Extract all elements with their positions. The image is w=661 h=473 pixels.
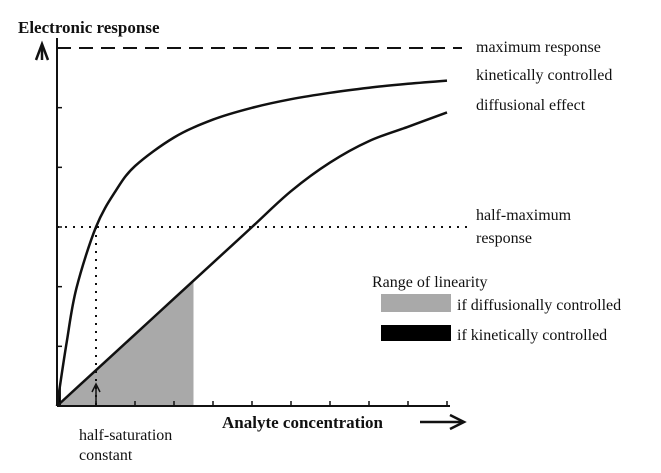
legend-swatch-kinetic: [381, 325, 451, 341]
legend-swatch-diffusional: [381, 294, 451, 312]
y-axis-arrow: [34, 40, 50, 61]
legend-label-diffusional: if diffusionally controlled: [457, 297, 621, 314]
y-axis-label: Electronic response: [18, 18, 160, 37]
half-saturation-label-line1: half-saturation: [79, 427, 172, 444]
half-saturation-arrow: [91, 382, 101, 393]
half-max-label-line2: response: [476, 230, 532, 247]
series-label-kinetic: kinetically controlled: [476, 67, 612, 84]
max-response-label: maximum response: [476, 39, 601, 56]
legend-title: Range of linearity: [372, 274, 488, 291]
series-label-diffusional: diffusional effect: [476, 97, 586, 114]
labels-layer: Electronic response Analyte concentratio…: [18, 18, 612, 464]
half-max-label-line1: half-maximum: [476, 207, 572, 224]
series-line-kinetic: [55, 79, 448, 407]
curves-layer: [55, 79, 448, 407]
x-axis-arrow: [449, 413, 467, 431]
reference-lines-layer: [57, 47, 468, 406]
legend: Range of linearity if diffusionally cont…: [372, 274, 621, 344]
half-saturation-label-line2: constant: [79, 447, 133, 464]
series-line-diffusional: [56, 111, 448, 407]
x-axis-label: Analyte concentration: [222, 413, 384, 432]
legend-label-kinetic: if kinetically controlled: [457, 327, 607, 344]
